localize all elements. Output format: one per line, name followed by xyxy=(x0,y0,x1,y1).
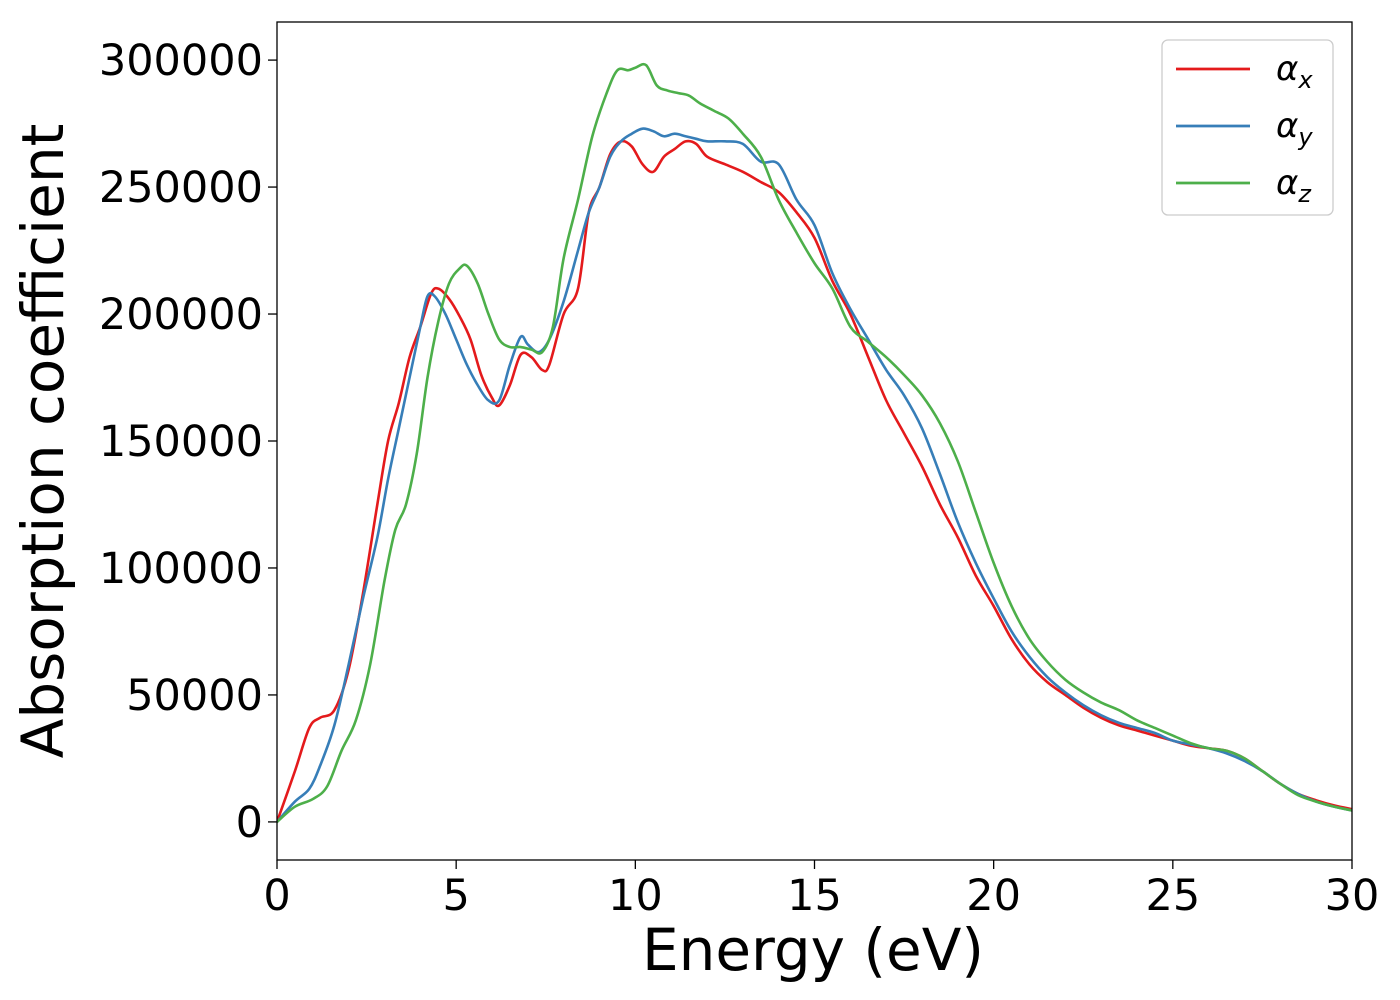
series-line-x xyxy=(277,139,1352,824)
x-tick-label: 5 xyxy=(442,871,469,921)
y-tick-label: 250000 xyxy=(99,163,263,213)
plot-lines xyxy=(277,62,1352,824)
x-tick-label: 15 xyxy=(787,871,842,921)
y-axis-label: Absorption coefficient xyxy=(9,124,77,759)
x-tick-label: 0 xyxy=(263,871,290,921)
x-tick-label: 20 xyxy=(966,871,1021,921)
x-tick-label: 30 xyxy=(1325,871,1380,921)
x-tick-label: 25 xyxy=(1145,871,1200,921)
legend-box xyxy=(1161,39,1334,216)
series-line-z xyxy=(277,62,1352,824)
y-tick-label: 50000 xyxy=(126,671,263,721)
y-axis-ticks: 0 50000 100000 150000 200000 250000 300000 xyxy=(99,36,277,848)
y-tick-label: 150000 xyxy=(99,417,263,467)
y-tick-label: 200000 xyxy=(99,290,263,340)
legend: αx αy αz xyxy=(1161,39,1334,216)
x-tick-label: 10 xyxy=(608,871,663,921)
x-axis-label: Energy (eV) xyxy=(642,916,984,984)
y-tick-label: 300000 xyxy=(99,36,263,86)
legend-label-x: αx xyxy=(1276,49,1313,94)
x-axis-ticks: 0 5 10 15 20 25 30 xyxy=(263,860,1379,921)
y-tick-label: 0 xyxy=(236,798,263,848)
y-tick-label: 100000 xyxy=(99,544,263,594)
legend-label-y: αy xyxy=(1276,106,1313,151)
series-line-y xyxy=(277,127,1352,824)
legend-label-z: αz xyxy=(1276,163,1312,208)
